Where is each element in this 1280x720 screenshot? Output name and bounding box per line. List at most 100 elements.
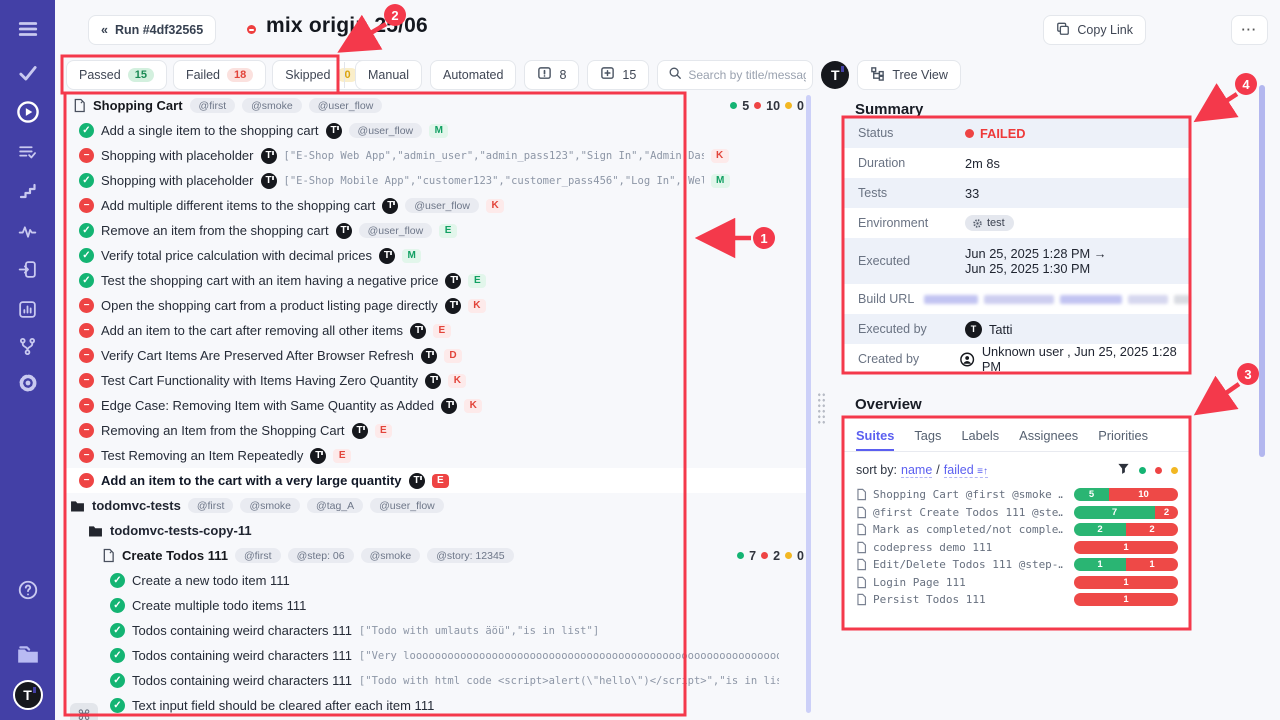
test-row[interactable]: ✓ Add a single item to the shopping cart T…	[65, 118, 810, 143]
sidebar-item-tests[interactable]	[0, 58, 55, 88]
test-row[interactable]: ✓ Verify total price calculation with dec…	[65, 243, 810, 268]
user-avatar[interactable]: T	[821, 61, 850, 89]
tag-pill[interactable]: @user_flow	[370, 498, 444, 513]
assignee-badge: K	[448, 373, 467, 388]
tag-pill[interactable]: @step: 06	[287, 548, 354, 563]
executed-by-avatar: T	[965, 320, 982, 338]
overview-suite-row[interactable]: Persist Todos 111 1	[856, 591, 1178, 609]
tab-suites[interactable]: Suites	[856, 428, 895, 451]
suite-row[interactable]: Shopping Cart @first @smoke @user_flow 5 10 0	[65, 93, 810, 118]
filter-automated-button[interactable]: Automated	[430, 60, 517, 90]
automated-icon: T	[351, 422, 368, 439]
suite-row[interactable]: Create Todos 111 @first @step: 06 @smoke @st…	[65, 543, 810, 568]
test-row[interactable]: − Shopping with placeholder T ["E-Shop Web …	[65, 143, 810, 168]
test-row[interactable]: ✓ Test the shopping cart with an item hav…	[65, 268, 810, 293]
test-row[interactable]: − Add an item to the cart with a very lar…	[65, 468, 810, 493]
test-row[interactable]: ✓ Create multiple todo items 111	[65, 593, 810, 618]
assignee-badge: K	[710, 148, 729, 163]
test-row[interactable]: − Verify Cart Items Are Preserved After B…	[65, 343, 810, 368]
test-row[interactable]: − Test Cart Functionality with Items Havi…	[65, 368, 810, 393]
test-row[interactable]: − Test Removing an Item Repeatedly T E	[65, 443, 810, 468]
profile-avatar[interactable]: T	[0, 680, 55, 710]
comments-button[interactable]: 8	[524, 60, 580, 90]
menu-icon[interactable]	[0, 14, 55, 44]
tag-pill[interactable]: @smoke	[360, 548, 421, 563]
sidebar-item-import[interactable]	[0, 254, 55, 284]
failed-dot	[754, 102, 762, 109]
passed-status-icon: ✓	[79, 123, 94, 138]
build-url-redacted[interactable]	[924, 294, 1190, 304]
sidebar-item-milestones-icon[interactable]	[0, 176, 55, 206]
sort-by-failed-link[interactable]: failed ≡↑	[943, 462, 988, 478]
test-row[interactable]: ✓ Todos containing weird characters 111 ["…	[65, 643, 810, 668]
filter-failed-button[interactable]: Failed 18	[172, 60, 267, 90]
failed-segment: 1	[1074, 540, 1178, 554]
test-row[interactable]: ✓ Create a new todo item 111	[65, 568, 810, 593]
folder-row[interactable]: todomvc-tests @first @smoke @tag_A @user_flo…	[65, 493, 810, 518]
page-scrollbar-thumb[interactable]	[1259, 85, 1265, 457]
sidebar-item-analytics[interactable]	[0, 216, 55, 246]
folder-row[interactable]: todomvc-tests-copy-11	[65, 518, 810, 543]
sidebar-item-plans[interactable]	[0, 137, 55, 167]
filter-funnel-icon[interactable]	[1117, 462, 1130, 478]
tag-pill[interactable]: @first	[187, 498, 234, 513]
sort-by-name-link[interactable]: name	[901, 462, 933, 478]
tab-tags[interactable]: Tags	[914, 428, 942, 443]
tag-pill[interactable]: @smoke	[242, 98, 302, 113]
back-run-button[interactable]: «Run #4df32565	[88, 15, 217, 45]
summary-row: Created by Unknown user , Jun 25, 2025 1:…	[843, 344, 1190, 374]
search-input[interactable]	[688, 68, 807, 82]
failed-status-icon: −	[79, 323, 94, 338]
test-row[interactable]: − Add multiple different items to the sho…	[65, 193, 810, 218]
overview-suite-row[interactable]: Login Page 111 1	[856, 574, 1178, 592]
tag-pill[interactable]: @user_flow	[308, 98, 383, 113]
legend-skipped-dot[interactable]	[1171, 466, 1178, 474]
summary-row: Executed by T Tatti	[843, 314, 1190, 344]
list-scrollbar-thumb[interactable]	[806, 95, 811, 713]
test-row[interactable]: − Open the shopping cart from a product l…	[65, 293, 810, 318]
tag-pill[interactable]: @first	[189, 98, 236, 113]
filter-manual-button[interactable]: Manual	[355, 60, 422, 90]
tag-pill[interactable]: @user_flow	[348, 123, 423, 138]
suite-name: codepress demo 111	[873, 540, 993, 554]
projects-folder-icon[interactable]	[0, 640, 55, 670]
environment-pill[interactable]: test	[965, 215, 1014, 231]
help-icon[interactable]	[0, 575, 55, 605]
panel-resize-handle[interactable]	[817, 392, 826, 424]
overview-suite-row[interactable]: Shopping Cart @first @smoke … 5 10	[856, 486, 1178, 504]
tab-priorities[interactable]: Priorities	[1098, 428, 1148, 443]
tag-pill[interactable]: @tag_A	[307, 498, 364, 513]
sidebar-item-branches[interactable]	[0, 331, 55, 361]
test-row[interactable]: ✓ Text input field should be cleared afte…	[65, 693, 810, 718]
test-row[interactable]: ✓ Remove an item from the shopping cart T @…	[65, 218, 810, 243]
summary-row: Executed Jun 25, 2025 1:28 PM → Jun 25, 20…	[843, 238, 1190, 284]
legend-passed-dot[interactable]	[1139, 466, 1146, 474]
test-row[interactable]: − Removing an Item from the Shopping Cart…	[65, 418, 810, 443]
overview-suite-row[interactable]: Mark as completed/not comple… 2 2	[856, 521, 1178, 539]
tab-assignees[interactable]: Assignees	[1019, 428, 1079, 443]
tag-pill[interactable]: @first	[234, 548, 281, 563]
tag-pill[interactable]: @smoke	[240, 498, 301, 513]
test-row[interactable]: ✓ Todos containing weird characters 111 ["…	[65, 668, 810, 693]
tag-pill[interactable]: @user_flow	[358, 223, 433, 238]
sidebar-item-runs[interactable]	[0, 97, 55, 127]
overview-suite-row[interactable]: @first Create Todos 111 @ste… 7 2	[856, 504, 1178, 522]
test-row[interactable]: ✓ Shopping with placeholder T ["E-Shop Mobi…	[65, 168, 810, 193]
overview-suite-row[interactable]: Edit/Delete Todos 111 @step-… 1 1	[856, 556, 1178, 574]
copy-link-button[interactable]: Copy Link	[1043, 15, 1146, 45]
tag-pill[interactable]: @user_flow	[405, 198, 479, 213]
tag-pill[interactable]: @story: 12345	[427, 548, 514, 563]
filter-passed-button[interactable]: Passed 15	[66, 60, 167, 90]
overview-suite-row[interactable]: codepress demo 111 1	[856, 539, 1178, 557]
test-row[interactable]: − Edge Case: Removing Item with Same Quan…	[65, 393, 810, 418]
sidebar-item-settings[interactable]	[0, 368, 55, 398]
more-options-button[interactable]: ···	[1230, 15, 1268, 45]
shortcut-key-hint: ⌘	[70, 703, 98, 720]
tab-labels[interactable]: Labels	[961, 428, 1000, 443]
test-row[interactable]: − Add an item to the cart after removing …	[65, 318, 810, 343]
test-row[interactable]: ✓ Todos containing weird characters 111 ["…	[65, 618, 810, 643]
legend-failed-dot[interactable]	[1155, 466, 1162, 474]
sidebar-item-reports[interactable]	[0, 294, 55, 324]
tree-view-button[interactable]: Tree View	[857, 60, 961, 90]
add-note-button[interactable]: 15	[587, 60, 650, 90]
